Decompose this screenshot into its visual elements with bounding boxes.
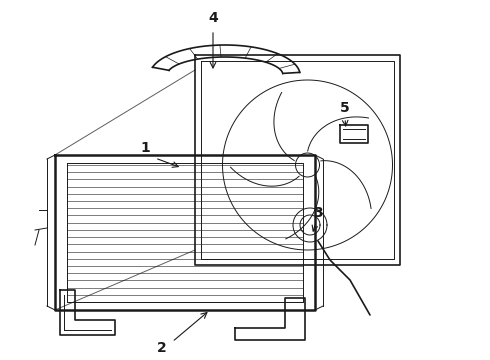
Text: 4: 4 — [208, 11, 218, 25]
Text: 3: 3 — [313, 206, 323, 220]
Text: 5: 5 — [340, 101, 350, 115]
Text: 1: 1 — [140, 141, 150, 155]
Text: 2: 2 — [157, 341, 167, 355]
